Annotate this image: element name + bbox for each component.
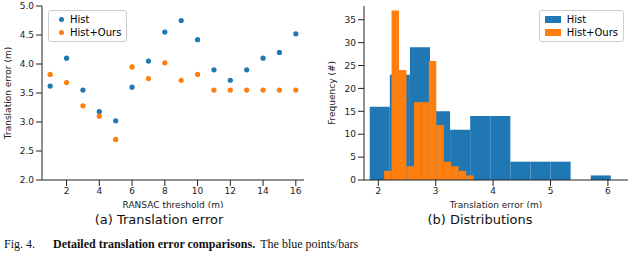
svg-text:4: 4 xyxy=(490,186,496,196)
svg-text:3.0: 3.0 xyxy=(20,117,35,127)
svg-text:30: 30 xyxy=(345,38,357,48)
svg-text:35: 35 xyxy=(345,15,356,25)
svg-text:5: 5 xyxy=(548,186,554,196)
svg-text:RANSAC threshold (m): RANSAC threshold (m) xyxy=(123,200,224,208)
svg-text:Translation error (m): Translation error (m) xyxy=(449,200,542,208)
svg-text:2: 2 xyxy=(64,186,70,196)
html-text:Hist: Hist xyxy=(70,14,90,25)
html-text:Fig. 4.: Fig. 4. xyxy=(4,237,35,251)
svg-text:16: 16 xyxy=(290,186,302,196)
svg-text:8: 8 xyxy=(162,186,168,196)
html-text:(a) Translation error: (a) Translation error xyxy=(94,212,224,227)
svg-text:2.0: 2.0 xyxy=(20,175,35,185)
svg-text:Translation error (m): Translation error (m) xyxy=(8,47,13,140)
html-text:Hist+Ours: Hist+Ours xyxy=(566,27,618,38)
svg-text:4.5: 4.5 xyxy=(20,30,34,40)
html-text:(b) Distributions: (b) Distributions xyxy=(427,212,533,227)
svg-text:10: 10 xyxy=(192,186,204,196)
svg-text:2: 2 xyxy=(375,186,381,196)
svg-text:2.5: 2.5 xyxy=(20,146,34,156)
svg-text:3.5: 3.5 xyxy=(20,88,34,98)
svg-text:10: 10 xyxy=(345,129,357,139)
svg-text:6: 6 xyxy=(129,186,135,196)
svg-text:5: 5 xyxy=(350,152,356,162)
svg-text:14: 14 xyxy=(257,186,269,196)
svg-text:5.0: 5.0 xyxy=(20,1,35,11)
svg-text:4: 4 xyxy=(96,186,102,196)
html-text:Hist+Ours: Hist+Ours xyxy=(70,27,122,38)
html-text:Detailed translation error com: Detailed translation error comparisons. … xyxy=(53,237,359,251)
svg-text:3: 3 xyxy=(433,186,439,196)
svg-text:Frequency (#): Frequency (#) xyxy=(327,61,337,125)
svg-text:20: 20 xyxy=(345,84,357,94)
svg-text:4.0: 4.0 xyxy=(20,59,35,69)
svg-text:6: 6 xyxy=(605,186,611,196)
svg-text:12: 12 xyxy=(225,186,236,196)
html-text:Hist: Hist xyxy=(566,14,587,25)
svg-text:0: 0 xyxy=(350,175,356,185)
svg-text:25: 25 xyxy=(345,61,356,71)
svg-text:15: 15 xyxy=(345,107,356,117)
